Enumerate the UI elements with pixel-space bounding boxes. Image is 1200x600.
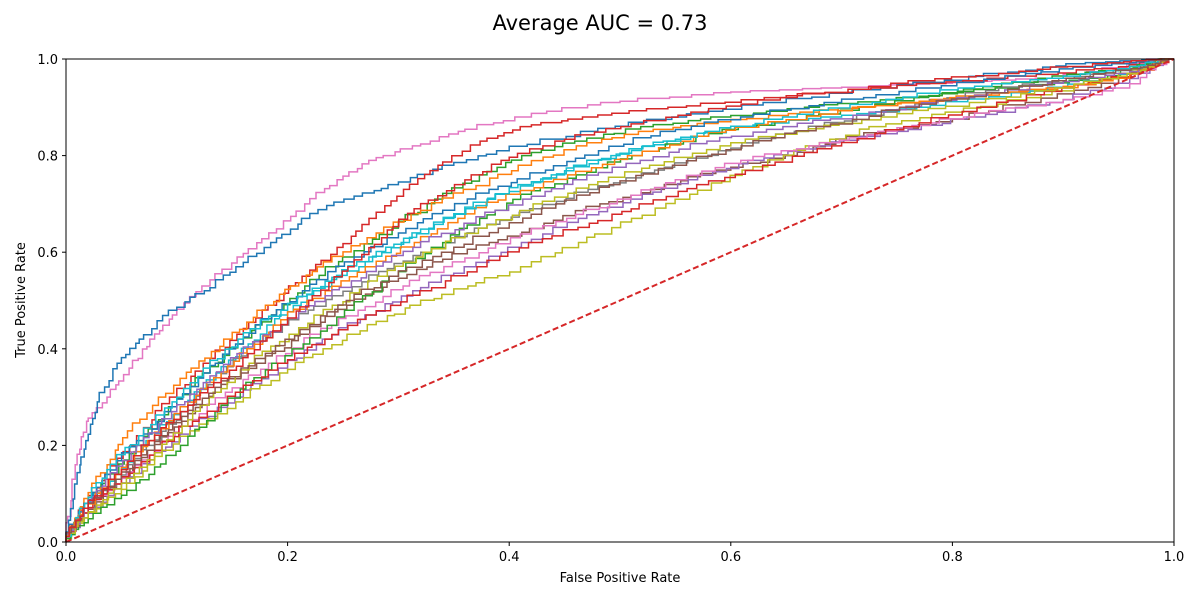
x-tick-label: 0.0 (56, 550, 77, 565)
axes-frame (65, 58, 1175, 543)
x-tick-label: 0.8 (942, 550, 963, 565)
x-tick-label: 0.2 (277, 550, 298, 565)
roc-curve (65, 58, 1174, 542)
roc-curve (65, 58, 1174, 542)
chart-title: Average AUC = 0.73 (492, 11, 707, 35)
roc-curve (65, 58, 1174, 542)
roc-curve (65, 58, 1174, 542)
x-axis-label: False Positive Rate (560, 571, 681, 586)
roc-curve (65, 58, 1174, 542)
roc-curve (65, 58, 1174, 542)
y-tick-label: 0.2 (37, 439, 58, 454)
roc-curve (65, 58, 1174, 542)
x-tick-label: 0.6 (720, 550, 741, 565)
y-tick-label: 1.0 (37, 53, 58, 68)
y-tick-label: 0.8 (37, 150, 58, 165)
y-axis-label: True Positive Rate (14, 242, 29, 359)
x-axis: 0.0 0.2 0.4 0.6 0.8 1.0 (56, 542, 1185, 565)
y-axis: 0.0 0.2 0.4 0.6 0.8 1.0 (37, 53, 66, 551)
y-tick-label: 0.0 (37, 536, 58, 551)
roc-curve (65, 58, 1174, 542)
plot-area (65, 58, 1175, 543)
x-tick-label: 1.0 (1164, 550, 1185, 565)
roc-curve (65, 58, 1174, 542)
y-tick-label: 0.6 (37, 246, 58, 261)
chance-line (65, 58, 1175, 543)
x-tick-label: 0.4 (499, 550, 520, 565)
y-tick-label: 0.4 (37, 343, 58, 358)
roc-curve (65, 58, 1174, 542)
roc-curve (65, 58, 1174, 542)
